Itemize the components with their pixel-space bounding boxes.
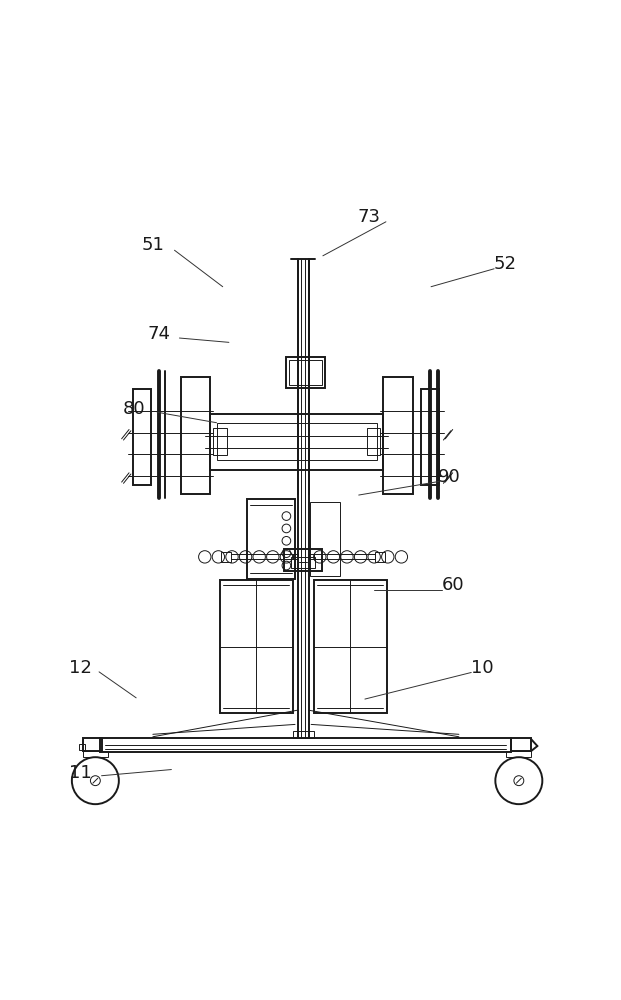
Bar [211,414,383,470]
Bar [247,499,295,579]
Bar [367,428,380,455]
Text: 51: 51 [142,236,165,254]
Bar [181,377,211,494]
Bar [420,389,439,485]
Bar [83,751,107,757]
Bar [217,423,378,460]
Bar [214,428,227,455]
Bar [79,744,85,750]
Text: 74: 74 [148,325,171,343]
Text: 10: 10 [471,659,494,677]
Text: 73: 73 [358,208,381,226]
Bar [133,389,152,485]
Bar [310,502,340,576]
Bar [291,557,315,568]
Bar [292,731,314,738]
Bar [101,738,512,752]
Bar [83,738,102,751]
Bar [222,552,231,562]
Bar [286,357,325,388]
Bar [289,360,322,385]
Text: 52: 52 [494,255,517,273]
Text: 80: 80 [123,400,145,418]
Bar [309,554,314,559]
Text: 90: 90 [438,468,461,486]
Bar [220,580,292,713]
Text: 11: 11 [69,764,92,782]
Bar [293,554,298,559]
Bar [512,738,531,751]
Bar [376,552,384,562]
Text: 60: 60 [442,576,464,594]
Text: 12: 12 [69,659,92,677]
Bar [507,751,531,757]
Bar [314,580,386,713]
Bar [383,377,413,494]
Bar [284,549,322,571]
